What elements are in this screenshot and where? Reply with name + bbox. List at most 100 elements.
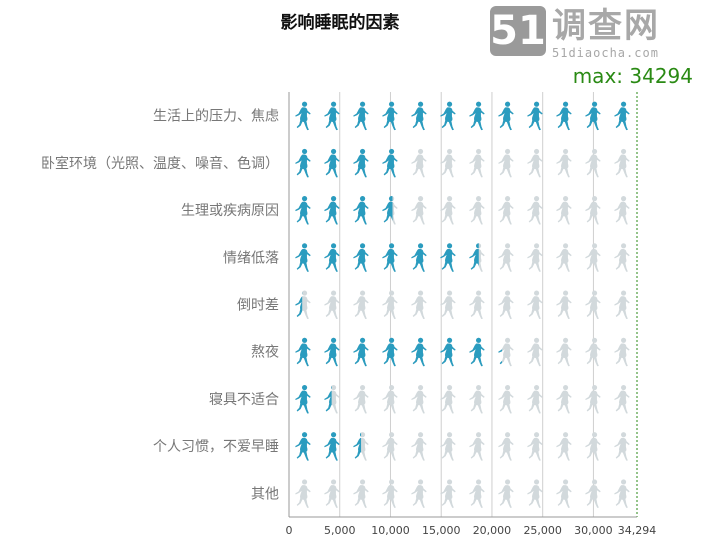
runner-icon [614, 337, 630, 367]
runner-icon-active [382, 196, 393, 225]
runner-icon-active [324, 337, 340, 367]
watermark-text: 调查网 [552, 6, 660, 46]
runner-icon [498, 337, 514, 367]
runner-icon [614, 432, 630, 461]
runner-icon-active [353, 432, 362, 461]
runner-icon-active [440, 101, 456, 131]
runner-icon [527, 479, 543, 508]
runner-icon-active [295, 101, 311, 131]
runner-icon-active [353, 101, 369, 131]
runner-icon [527, 384, 543, 414]
runner-icon-active [295, 148, 311, 178]
chart-title: 影响睡眠的因素 [280, 13, 400, 33]
pictorial-bar [295, 384, 630, 414]
runner-icon [353, 479, 369, 508]
runner-icon [382, 432, 398, 461]
bar-fill [295, 243, 479, 272]
runner-icon [353, 290, 369, 319]
runner-icon [440, 148, 456, 178]
category-label: 生理或疾病原因 [181, 203, 279, 219]
runner-icon [440, 290, 456, 319]
runner-icon [295, 290, 311, 319]
runner-icon [411, 432, 427, 461]
bar-fill [295, 432, 362, 461]
runner-icon-active [469, 243, 479, 272]
runner-icon [411, 196, 427, 225]
category-label: 生活上的压力、焦虑 [153, 109, 279, 125]
category-label: 个人习惯，不爱早睡 [153, 438, 279, 455]
runner-icon [469, 479, 485, 508]
runner-icon-active [527, 101, 543, 131]
runner-icon-active [440, 243, 456, 272]
runner-icon [353, 384, 369, 414]
category-label: 熬夜 [251, 345, 279, 361]
x-tick-label: 0 [286, 524, 293, 537]
bar-fill [295, 384, 332, 414]
pictorial-bar [295, 243, 630, 272]
x-tick-label: 15,000 [422, 524, 461, 537]
bar-fill [295, 290, 303, 319]
runner-icon-active [469, 337, 485, 367]
runner-icon-active [440, 337, 456, 367]
runner-icon [614, 384, 630, 414]
category-label: 卧室环境（光照、温度、噪音、色调） [41, 155, 279, 172]
runner-icon [498, 432, 514, 461]
runner-icon [469, 290, 485, 319]
runner-icon [440, 479, 456, 508]
runner-icon [527, 337, 543, 367]
runner-icon [556, 196, 572, 225]
runner-icon [498, 148, 514, 178]
runner-icon-active [324, 432, 340, 461]
max-label: max: 34294 [572, 64, 693, 88]
pictorial-bar [295, 432, 630, 461]
x-tick-label: 5,000 [324, 524, 356, 537]
runner-icon [498, 243, 514, 272]
runner-icon [469, 384, 485, 414]
x-tick-label: 10,000 [371, 524, 410, 537]
pictorial-bar [295, 337, 630, 367]
runner-icon [527, 432, 543, 461]
runner-icon [469, 196, 485, 225]
bar-fill [295, 479, 629, 508]
runner-icon-active [324, 101, 340, 131]
runner-icon [440, 432, 456, 461]
runner-icon [411, 384, 427, 414]
runner-icon-active [353, 196, 369, 225]
runner-icon [527, 243, 543, 272]
runner-icon-active [382, 243, 398, 272]
pictorial-bar [295, 101, 630, 131]
category-label: 倒时差 [237, 298, 279, 314]
bar-fill [295, 196, 393, 225]
pictorial-bar [295, 148, 630, 178]
runner-icon [556, 243, 572, 272]
runner-icon [382, 384, 398, 414]
runner-icon-active [324, 196, 340, 225]
runner-icon-active [295, 243, 311, 272]
x-tick-label: 20,000 [473, 524, 512, 537]
runner-icon [614, 290, 630, 319]
runner-icon-active [382, 337, 398, 367]
runner-icon [614, 243, 630, 272]
runner-icon [614, 148, 630, 178]
runner-icon [498, 196, 514, 225]
runner-icon-active [295, 432, 311, 461]
runner-icon [411, 479, 427, 508]
bar-fill [295, 101, 630, 131]
runner-icon [614, 479, 630, 508]
runner-icon-active [353, 243, 369, 272]
runner-icon [324, 384, 340, 414]
runner-icon-active [353, 148, 369, 178]
runner-icon-active [469, 101, 485, 131]
runner-icon [382, 479, 398, 508]
runner-icon [614, 196, 630, 225]
runner-icon-active [556, 101, 572, 131]
runner-icon [440, 384, 456, 414]
bar-fill [295, 148, 398, 178]
bar-fill [295, 337, 503, 367]
runner-icon [527, 290, 543, 319]
runner-icon [556, 432, 572, 461]
runner-icon [411, 290, 427, 319]
runner-icon [469, 432, 485, 461]
x-tick-label: 25,000 [523, 524, 562, 537]
